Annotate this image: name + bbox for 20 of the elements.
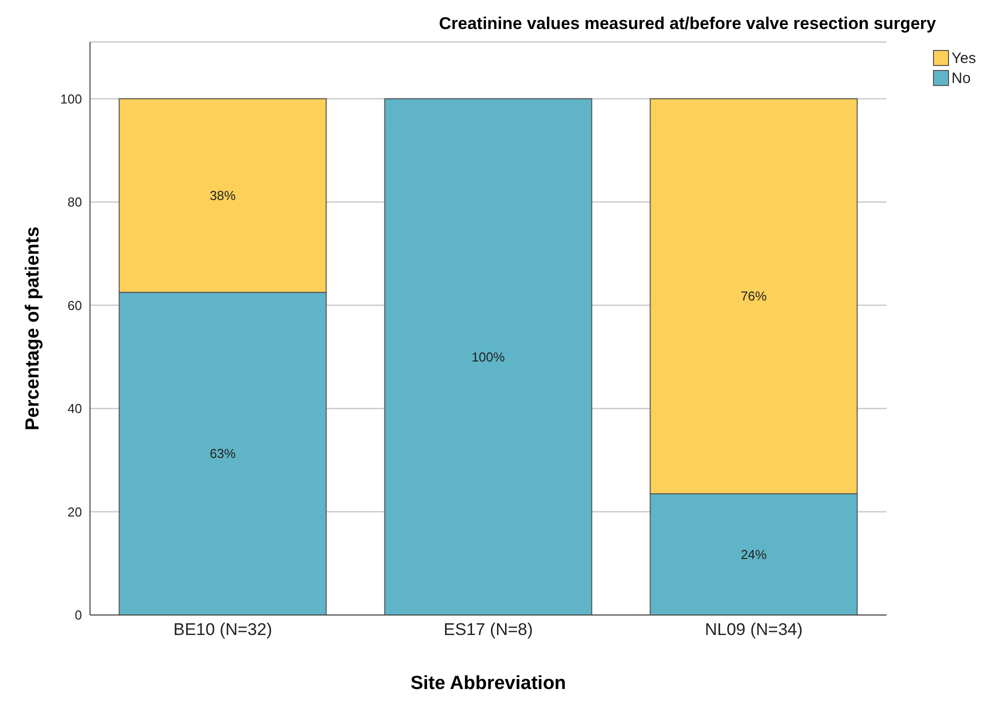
data-label: 76%: [740, 288, 768, 304]
data-label: 100%: [472, 349, 506, 364]
y-tick-label: 80: [68, 194, 82, 210]
y-tick-label: 40: [68, 401, 82, 416]
legend-label: No: [952, 70, 971, 86]
data-label: 38%: [210, 188, 236, 204]
x-tick-label: ES17 (N=8): [444, 620, 533, 640]
x-axis-title: Site Abbreviation: [410, 673, 566, 694]
legend-label: Yes: [952, 50, 976, 66]
y-tick-label: 60: [68, 298, 82, 313]
chart-title: Creatinine values measured at/before valve resection surgery: [438, 14, 936, 34]
x-tick-label: BE10 (N=32): [173, 620, 272, 640]
y-tick-label: 100: [60, 91, 82, 106]
x-tick-label: NL09 (N=34): [704, 620, 803, 640]
data-label: 24%: [740, 546, 768, 562]
y-tick-label: 20: [68, 504, 82, 520]
data-label: 63%: [210, 446, 236, 462]
y-axis-title: Percentage of patients: [22, 226, 44, 430]
y-tick-label: 0: [74, 608, 82, 623]
bar: [384, 98, 592, 615]
